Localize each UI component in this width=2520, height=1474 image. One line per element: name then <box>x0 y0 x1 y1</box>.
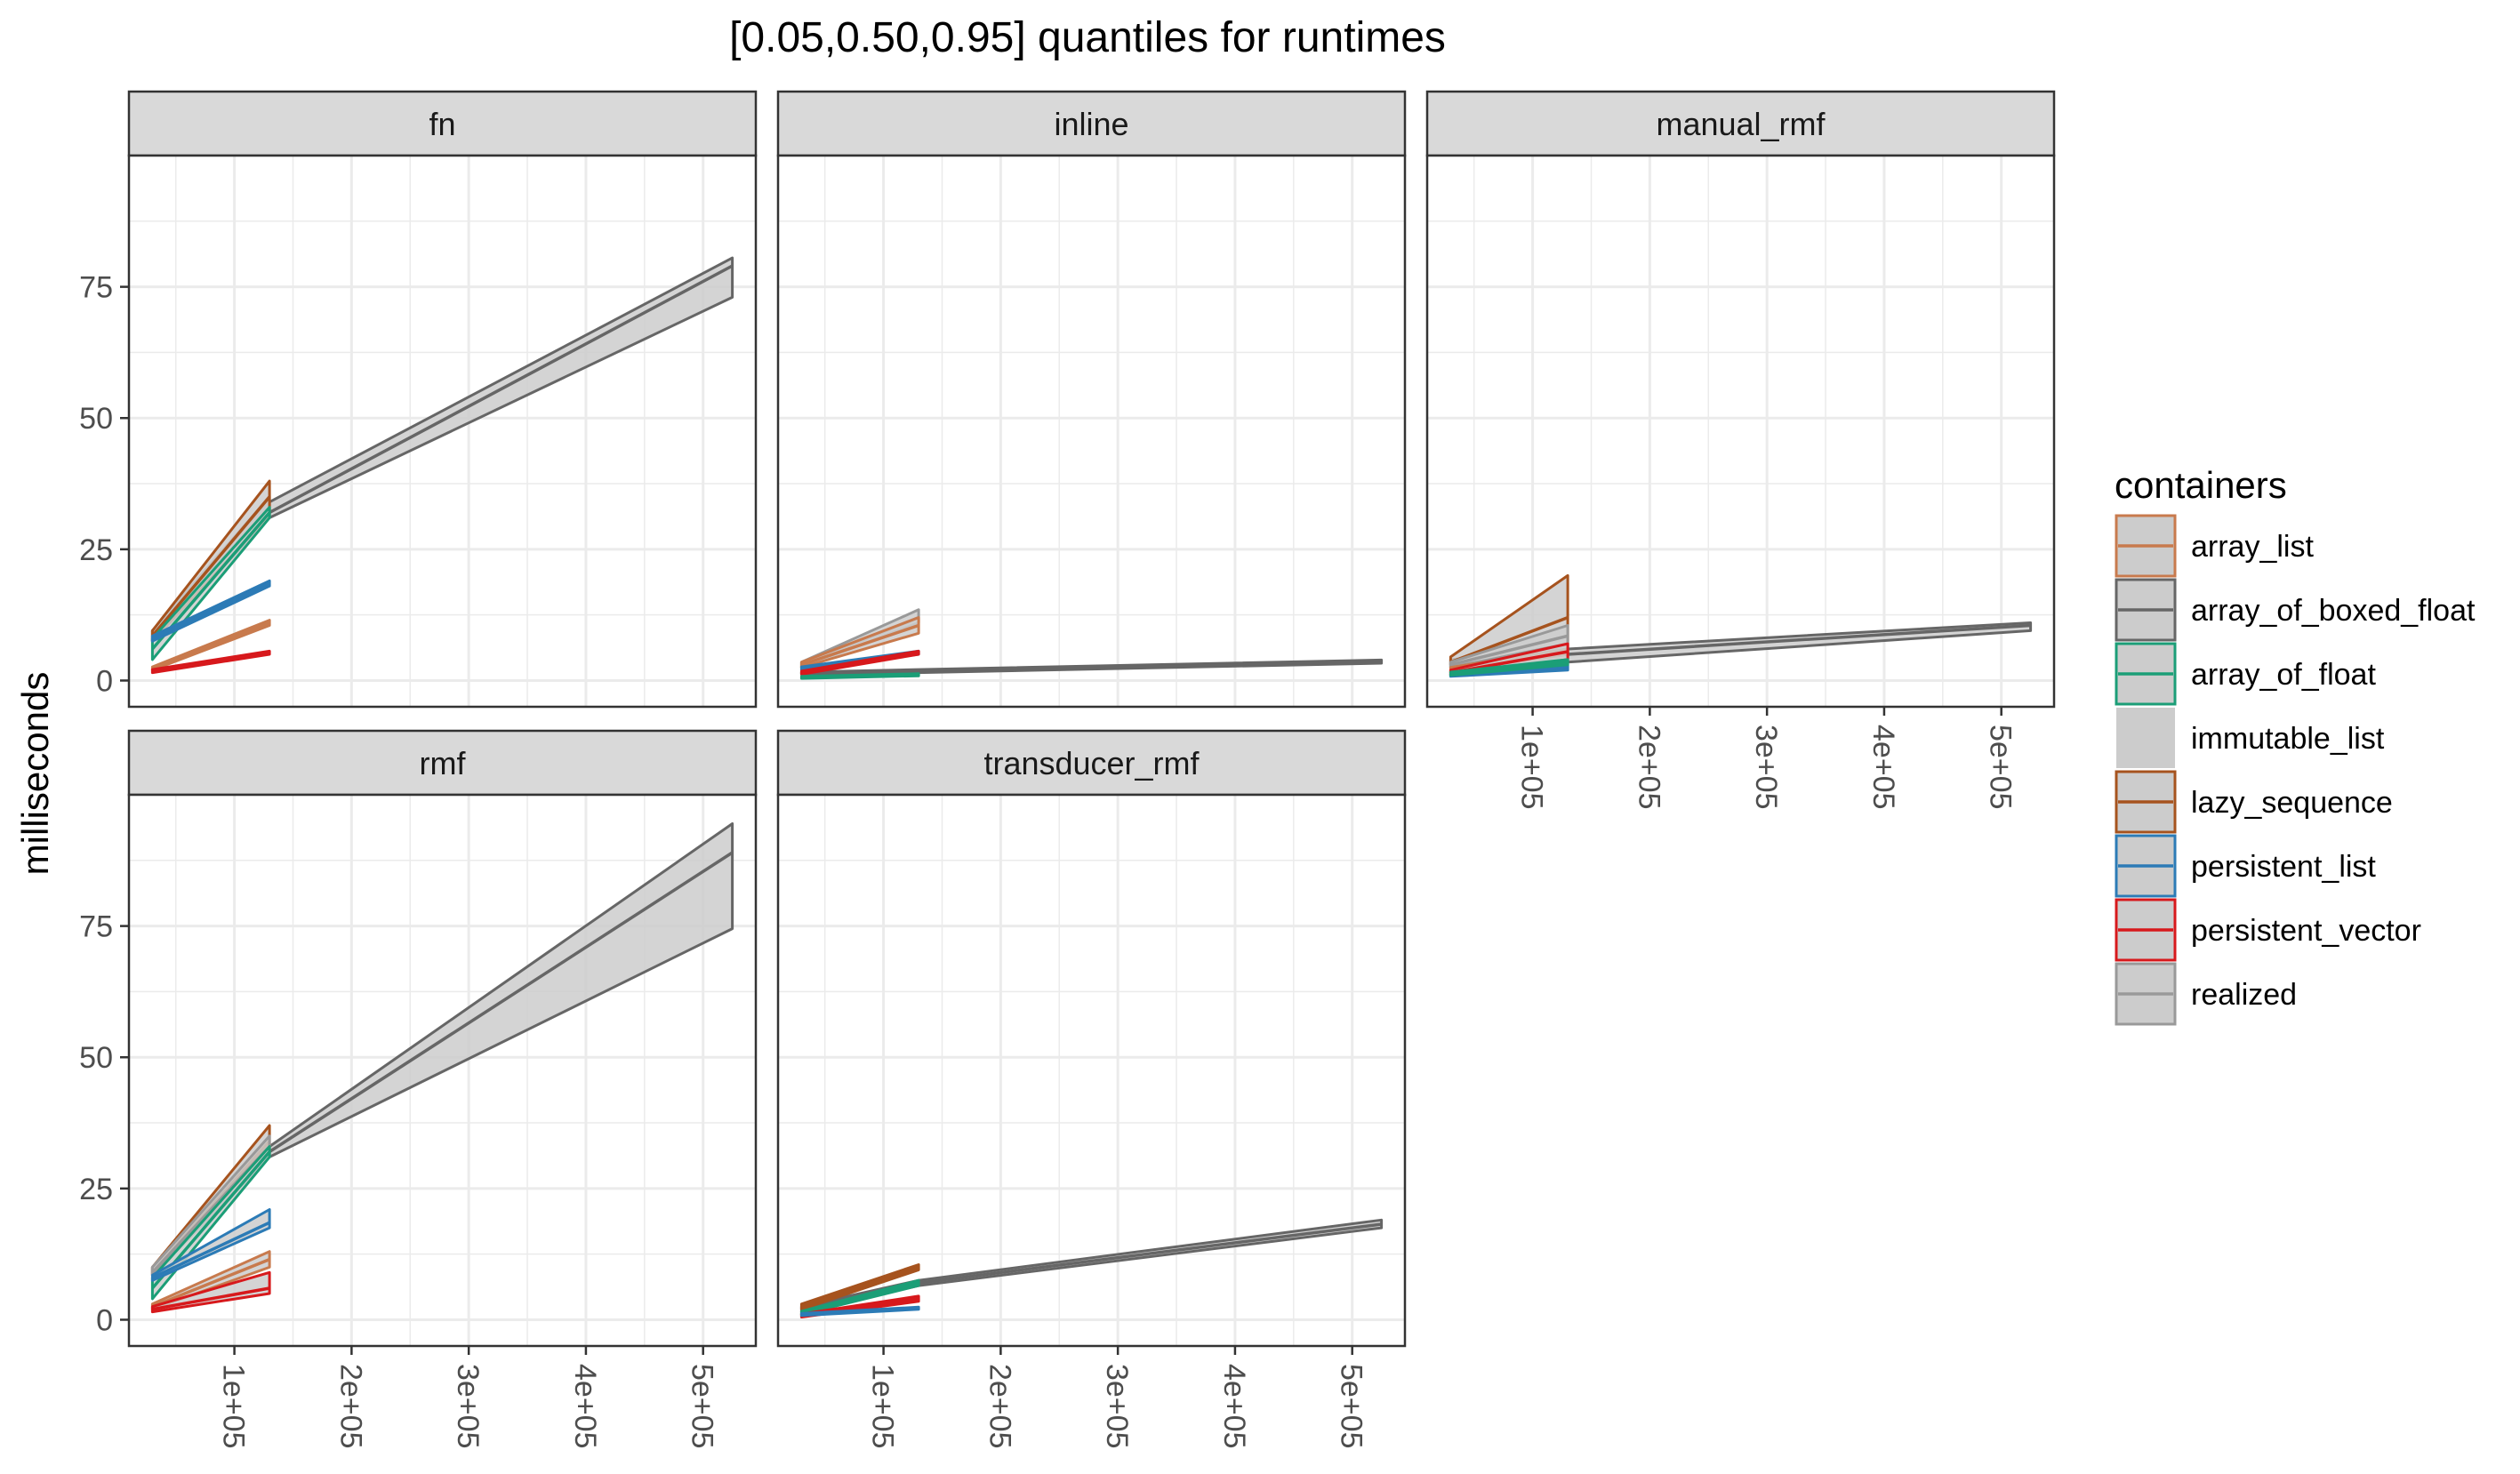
facet-strip-label: fn <box>429 106 455 142</box>
legend-title: containers <box>2115 464 2287 506</box>
series-lazy-sequence <box>799 1263 920 1311</box>
facet-strip <box>127 90 758 157</box>
series-array-of-float <box>799 672 920 680</box>
panels-layer: fn 0 25 50 75 inline manual_rmf 1e+05 2e+05 3e+05… <box>79 90 2056 1449</box>
plot-background <box>778 156 1405 707</box>
median-line <box>151 1257 270 1309</box>
quantile-ribbon <box>150 1270 271 1314</box>
median-line <box>801 673 919 679</box>
facet-strip <box>776 90 1407 157</box>
panel-border <box>1425 154 2056 709</box>
x-tick-label: 1e+05 <box>1515 725 1549 810</box>
x-tick-label: 1e+05 <box>866 1364 900 1449</box>
median-line <box>800 1281 919 1315</box>
x-tick-label: 2e+05 <box>333 1364 367 1449</box>
median-line <box>1449 634 1569 667</box>
facet-panel-transducer-rmf: transducer_rmf 1e+05 2e+05 3e+05 4e+05 5e+05 <box>776 729 1407 1449</box>
x-tick-label: 4e+05 <box>568 1364 602 1449</box>
facet-panel-manual-rmf: manual_rmf 1e+05 2e+05 3e+05 4e+05 5e+05 <box>1425 90 2056 810</box>
x-tick-label: 3e+05 <box>451 1364 485 1449</box>
x-tick-label: 4e+05 <box>1217 1364 1251 1449</box>
legend-entry-array-list: array_list <box>2115 514 2314 578</box>
x-tick-label: 1e+05 <box>217 1364 251 1449</box>
legend-label: lazy_sequence <box>2191 786 2393 820</box>
facet-strip <box>127 729 758 797</box>
x-tick-label: 4e+05 <box>1866 725 1900 810</box>
y-axis-label: milliseconds <box>14 672 56 876</box>
median-line <box>801 660 1382 675</box>
y-tick-label: 75 <box>79 910 113 944</box>
legend-label: persistent_list <box>2191 850 2376 884</box>
median-line <box>1450 661 1569 676</box>
panel-border <box>127 154 758 709</box>
facet-strip-label: rmf <box>420 745 467 781</box>
median-line <box>152 1286 270 1311</box>
x-tick-label: 2e+05 <box>1632 725 1665 810</box>
facet-panel-fn: fn 0 25 50 75 <box>79 90 758 709</box>
panel-border <box>776 154 1407 709</box>
series-persistent-list <box>150 1208 271 1282</box>
series-array-of-float <box>1449 658 1569 677</box>
panel-border <box>776 793 1407 1348</box>
median-line <box>801 1306 919 1317</box>
x-tick-label: 5e+05 <box>686 1364 719 1449</box>
panel-border <box>127 793 758 1348</box>
median-line <box>800 623 919 667</box>
median-line <box>151 581 270 640</box>
facet-strip-label: transducer_rmf <box>983 745 1200 781</box>
facet-panel-rmf: rmf 0 25 50 75 1e+05 2e+05 3e+05 4e+05 5e+05 <box>79 729 758 1449</box>
y-tick-label: 50 <box>79 1041 113 1075</box>
legend-label: array_list <box>2191 530 2314 564</box>
x-tick-label: 3e+05 <box>1100 1364 1134 1449</box>
legend: containers array_list array_of_boxed_floa… <box>2115 464 2476 1026</box>
y-tick-label: 25 <box>79 533 113 567</box>
legend-entry-array-of-boxed-float: array_of_boxed_float <box>2115 578 2476 642</box>
legend-key <box>2116 708 2175 768</box>
facet-strip-label: manual_rmf <box>1656 106 1826 142</box>
y-tick-label: 0 <box>96 1303 113 1337</box>
series-persistent-vector <box>799 649 920 676</box>
facet-strip-label: inline <box>1054 106 1128 142</box>
x-tick-label: 2e+05 <box>983 1364 1016 1449</box>
y-tick-label: 0 <box>96 664 113 698</box>
median-line <box>800 1265 919 1309</box>
legend-entry-array-of-float: array_of_float <box>2115 642 2376 706</box>
legend-label: array_of_boxed_float <box>2191 594 2476 628</box>
legend-label: persistent_vector <box>2191 914 2421 948</box>
facet-panel-inline: inline <box>776 90 1407 709</box>
legend-entry-persistent-list: persistent_list <box>2115 834 2376 898</box>
x-tick-label: 3e+05 <box>1749 725 1783 809</box>
y-tick-label: 25 <box>79 1173 113 1206</box>
median-line <box>151 495 271 637</box>
median-line <box>151 621 270 670</box>
facet-strip <box>776 729 1407 797</box>
legend-label: array_of_float <box>2191 658 2376 692</box>
legend-label: immutable_list <box>2191 722 2385 756</box>
chart-title: [0.05,0.50,0.95] quantiles for runtimes <box>729 14 1446 61</box>
legend-entry-realized: realized <box>2115 962 2297 1026</box>
legend-entry-persistent-vector: persistent_vector <box>2115 898 2421 962</box>
y-tick-label: 50 <box>79 402 113 436</box>
legend-label: realized <box>2191 978 2297 1012</box>
legend-entry-immutable-list: immutable_list <box>2116 708 2385 768</box>
series-persistent-vector <box>150 649 271 675</box>
x-tick-label: 5e+05 <box>1984 725 2018 810</box>
median-line <box>801 651 919 675</box>
legend-entry-lazy-sequence: lazy_sequence <box>2115 770 2393 834</box>
y-tick-label: 75 <box>79 271 113 305</box>
series-persistent-vector <box>150 1270 271 1314</box>
median-line <box>151 1221 270 1279</box>
median-line <box>152 651 270 673</box>
series-persistent-list <box>150 579 271 643</box>
series-persistent-list <box>799 1305 920 1318</box>
x-tick-label: 5e+05 <box>1335 1364 1368 1449</box>
